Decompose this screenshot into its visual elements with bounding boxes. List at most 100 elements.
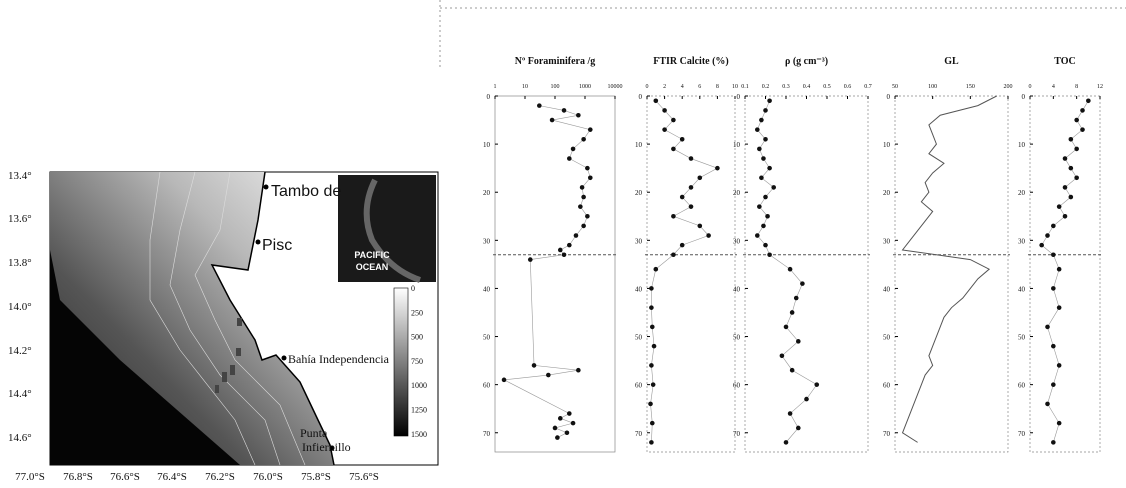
depth-label: 0 xyxy=(487,93,491,101)
data-point xyxy=(1063,214,1068,219)
panel-title: ρ (g cm⁻³) xyxy=(785,56,828,67)
data-point xyxy=(671,214,676,219)
depth-label: 10 xyxy=(883,141,891,149)
data-point xyxy=(698,224,703,229)
data-point xyxy=(1057,305,1062,310)
depth-label: 70 xyxy=(733,430,741,438)
data-point xyxy=(588,127,593,132)
x-tick-label: 1000 xyxy=(579,84,591,90)
colorbar-label: 0 xyxy=(411,284,415,293)
data-point xyxy=(576,113,581,118)
data-point xyxy=(763,108,768,113)
data-point xyxy=(648,402,653,407)
data-point xyxy=(755,127,760,132)
depth-label: 60 xyxy=(733,382,741,390)
x-tick-label: 100 xyxy=(551,84,560,90)
place-label: Tambo de xyxy=(271,183,341,200)
data-point xyxy=(1063,156,1068,161)
depth-label: 60 xyxy=(883,382,891,390)
inset-label: PACIFIC xyxy=(354,250,390,260)
x-tick-label: 150 xyxy=(966,84,975,90)
depth-label: 10 xyxy=(1018,141,1026,149)
place-label: Bahía Independencia xyxy=(288,352,390,366)
data-point xyxy=(1074,175,1079,180)
data-point xyxy=(649,363,654,368)
data-point xyxy=(800,281,805,286)
data-point xyxy=(671,118,676,123)
data-point xyxy=(502,378,507,383)
data-point xyxy=(654,267,659,272)
panel-frame xyxy=(895,96,1008,452)
data-point xyxy=(680,195,685,200)
depth-label: 30 xyxy=(883,237,891,245)
x-tick-label: 2 xyxy=(663,84,666,90)
data-point xyxy=(1051,224,1056,229)
data-point xyxy=(1051,344,1056,349)
data-point xyxy=(553,426,558,431)
data-point xyxy=(784,440,789,445)
data-point xyxy=(567,411,572,416)
data-point xyxy=(571,421,576,426)
data-point xyxy=(1051,286,1056,291)
data-point xyxy=(698,175,703,180)
lat-label: 13.8° xyxy=(8,257,32,269)
lat-label: 14.2° xyxy=(8,345,32,357)
lon-label: 75.8°S xyxy=(301,471,331,483)
data-point xyxy=(1057,363,1062,368)
data-point xyxy=(576,368,581,373)
data-point xyxy=(1057,204,1062,209)
data-point xyxy=(537,103,542,108)
data-point xyxy=(1051,440,1056,445)
depth-label: 60 xyxy=(1018,382,1026,390)
data-point xyxy=(689,204,694,209)
data-point xyxy=(1045,325,1050,330)
data-point xyxy=(581,224,586,229)
data-point xyxy=(581,195,586,200)
depth-label: 60 xyxy=(635,382,643,390)
data-point xyxy=(649,305,654,310)
data-point xyxy=(654,99,659,104)
data-point xyxy=(767,99,772,104)
profile-line xyxy=(651,101,718,443)
data-point xyxy=(1080,127,1085,132)
data-point xyxy=(715,166,720,171)
depth-label: 40 xyxy=(635,285,643,293)
depth-label: 10 xyxy=(635,141,643,149)
data-point xyxy=(1057,421,1062,426)
data-point xyxy=(558,416,563,421)
x-tick-label: 10000 xyxy=(608,84,623,90)
x-tick-label: 4 xyxy=(681,84,684,90)
x-tick-label: 8 xyxy=(716,84,719,90)
data-point xyxy=(652,344,657,349)
data-point xyxy=(680,137,685,142)
data-point xyxy=(680,243,685,248)
x-tick-label: 1 xyxy=(494,84,497,90)
depth-label: 70 xyxy=(1018,430,1026,438)
data-point xyxy=(555,435,560,440)
x-tick-label: 200 xyxy=(1004,84,1013,90)
colorbar-label: 250 xyxy=(411,308,423,317)
data-point xyxy=(790,310,795,315)
depth-label: 10 xyxy=(733,141,741,149)
data-point xyxy=(814,382,819,387)
colorbar-label: 750 xyxy=(411,357,423,366)
data-point xyxy=(580,185,585,190)
data-point xyxy=(662,127,667,132)
depth-label: 40 xyxy=(883,285,891,293)
x-tick-label: 0 xyxy=(1029,84,1032,90)
data-point xyxy=(581,137,586,142)
x-tick-label: 10 xyxy=(522,84,528,90)
data-point xyxy=(796,426,801,431)
x-tick-label: 0.4 xyxy=(803,84,811,90)
data-point xyxy=(671,252,676,257)
data-point xyxy=(767,166,772,171)
data-point xyxy=(689,185,694,190)
data-point xyxy=(790,368,795,373)
data-point xyxy=(759,118,764,123)
colorbar-label: 1500 xyxy=(411,430,427,439)
depth-label: 70 xyxy=(635,430,643,438)
depth-label: 30 xyxy=(733,237,741,245)
panel-title: TOC xyxy=(1054,56,1076,67)
panel-frame xyxy=(495,96,615,452)
data-point xyxy=(755,233,760,238)
